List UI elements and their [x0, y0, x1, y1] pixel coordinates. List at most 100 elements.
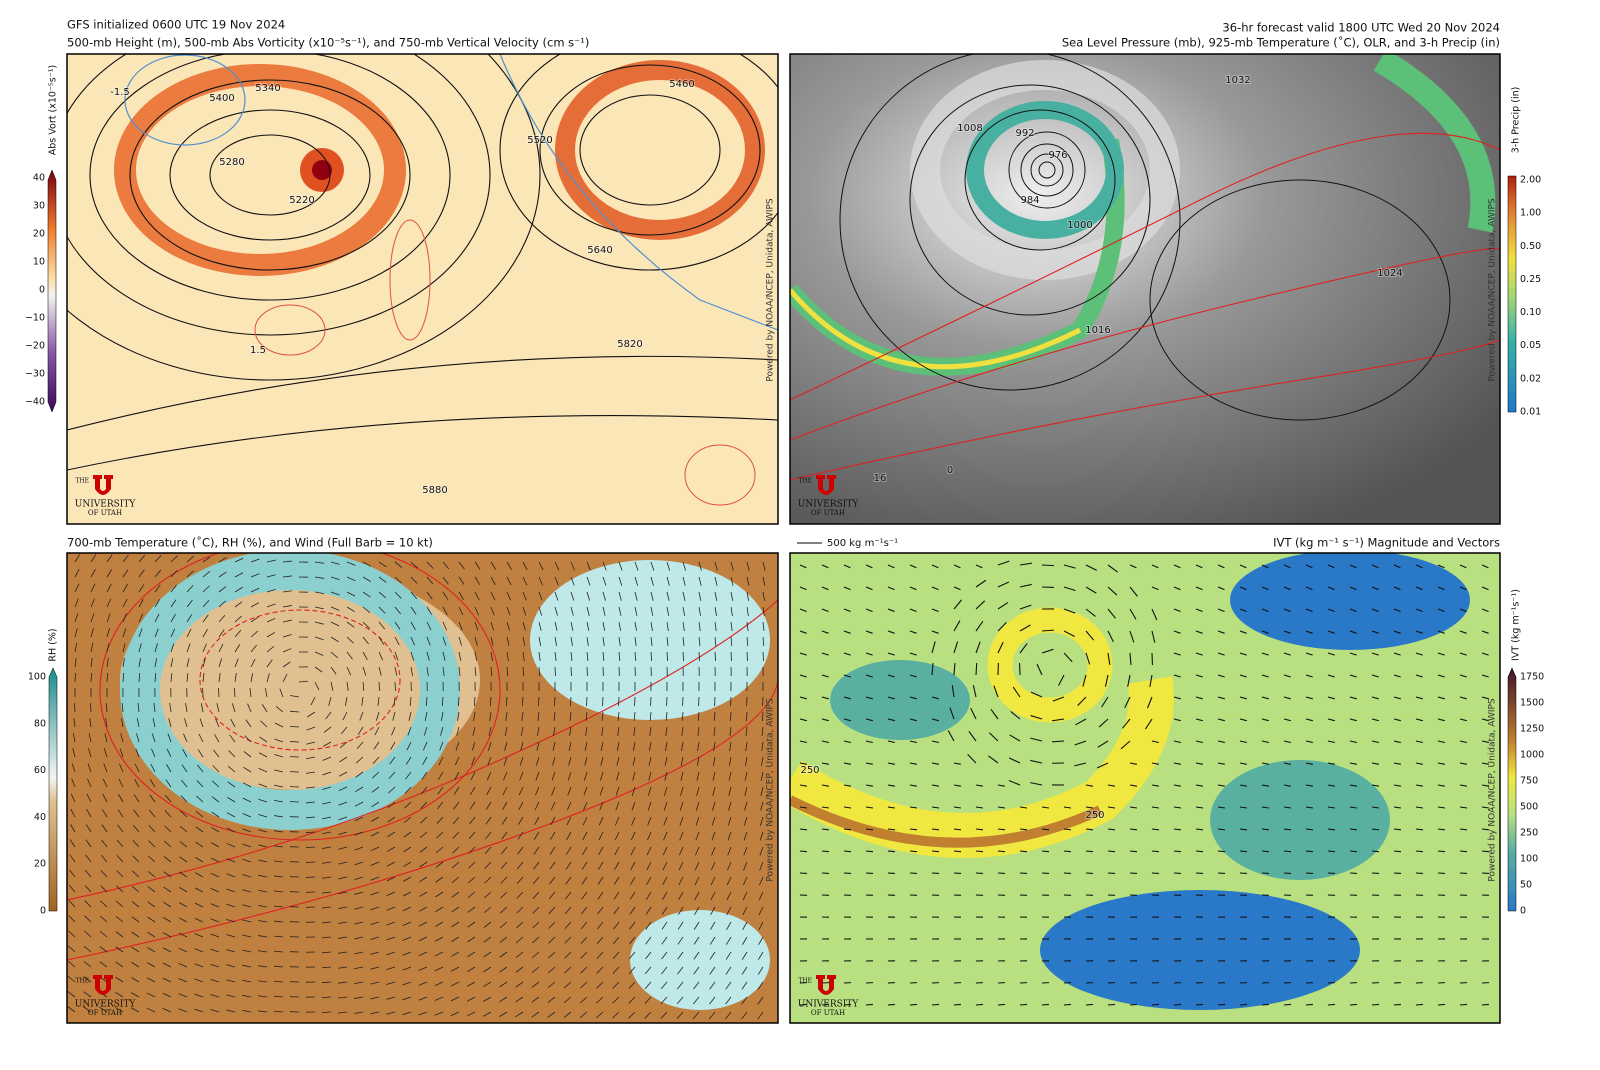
contour-label: 1000 — [1067, 220, 1092, 231]
vector-key: 500 kg m⁻¹s⁻¹ — [827, 538, 898, 549]
ivt-vector — [1042, 1004, 1049, 1005]
ivt-vector — [1284, 1004, 1291, 1005]
colorbar-tick-label: 40 — [34, 812, 46, 823]
colorbar-tick-label: 0.01 — [1520, 407, 1541, 418]
wind-barb — [506, 697, 507, 706]
wind-barb — [218, 688, 219, 697]
colorbar-tick-label: 0.02 — [1520, 373, 1541, 384]
ivt-vector — [1086, 851, 1093, 852]
ivt-vector — [1438, 851, 1445, 852]
wind-barb — [522, 697, 523, 706]
logo-text: OF UTAH — [811, 509, 845, 517]
colorbar-tick-label: 0.05 — [1520, 340, 1541, 351]
ivt-vector — [910, 1004, 917, 1005]
ivt-vector — [1416, 1004, 1423, 1005]
contour-label: 0 — [947, 465, 953, 476]
colorbar-tick-label: 1.00 — [1520, 208, 1541, 219]
ivt-vector — [1460, 851, 1467, 852]
ivt-vector — [1262, 1004, 1269, 1005]
ivt-vector — [998, 851, 1005, 852]
ivt-vector — [1108, 1004, 1115, 1005]
ivt-vector — [1218, 1004, 1225, 1005]
ivt-vector — [844, 851, 851, 852]
contour-label: 5460 — [669, 79, 694, 90]
colorbar-tick-label: 1000 — [1520, 750, 1544, 761]
ivt-vector — [1052, 741, 1064, 742]
ivt-vector — [1372, 851, 1379, 852]
ivt-vector — [1240, 1004, 1247, 1005]
ivt-vector — [976, 1004, 983, 1005]
wind-barb — [747, 652, 748, 661]
logo-text: THE — [798, 978, 812, 985]
colorbar-tick-label: 250 — [1520, 828, 1538, 839]
ivt-vector — [866, 851, 873, 852]
ivt-vector — [998, 1004, 1005, 1005]
colorbar-tick-label: −40 — [25, 397, 45, 408]
contour-label: 1008 — [957, 123, 982, 134]
colorbar-tick-label: 500 — [1520, 802, 1538, 813]
logo-text: OF UTAH — [88, 509, 122, 517]
ivt-vector — [1482, 1004, 1489, 1005]
credit: Powered by NOAA/NCEP, Unidata, AWIPS — [766, 198, 776, 382]
credit: Powered by NOAA/NCEP, Unidata, AWIPS — [1488, 198, 1498, 382]
ivt-vector — [1152, 1004, 1159, 1005]
ivt-vector — [800, 851, 807, 852]
credit: Powered by NOAA/NCEP, Unidata, AWIPS — [1488, 698, 1498, 882]
ivt-vector — [822, 851, 829, 852]
contour-label: -1.5 — [110, 87, 130, 98]
ivt-vector — [1218, 851, 1225, 852]
contour-label: 5400 — [209, 93, 234, 104]
ivt-vector — [976, 851, 983, 852]
ivt-vector — [932, 1004, 939, 1005]
logo-text: THE — [75, 478, 89, 485]
ivt-vector — [1108, 851, 1115, 852]
colorbar-tick-label: −10 — [25, 313, 45, 324]
colorbar-tick-label: 20 — [34, 859, 46, 870]
panel-title: Sea Level Pressure (mb), 925-mb Temperat… — [1062, 35, 1500, 50]
ivt-vector — [1130, 851, 1137, 852]
contour-label: 5280 — [219, 157, 244, 168]
map-slp — [790, 50, 1508, 524]
ivt-vector — [1394, 851, 1401, 852]
ivt-vector — [1372, 1004, 1379, 1005]
ivt-vector — [1416, 851, 1423, 852]
ivt-vector — [1350, 851, 1357, 852]
contour-label: 1016 — [1085, 325, 1110, 336]
panel-title: 700-mb Temperature (˚C), RH (%), and Win… — [67, 535, 433, 550]
colorbar-tick-label: 60 — [34, 765, 46, 776]
contour-label: 250 — [1085, 810, 1104, 821]
colorbar-tick-label: 0.50 — [1520, 241, 1541, 252]
ivt-vector — [1262, 851, 1269, 852]
colorbar-tick-label: 0 — [40, 906, 46, 917]
ivt-vector — [1328, 851, 1335, 852]
contour-label: 5820 — [617, 339, 642, 350]
colorbar-tick-label: 50 — [1520, 880, 1532, 891]
ivt-vector — [1020, 851, 1027, 852]
logo-text: THE — [798, 478, 812, 485]
colorbar-tick-label: 80 — [34, 718, 46, 729]
logo-text: UNIVERSITY — [798, 1000, 860, 1010]
ivt-vector — [1350, 1004, 1357, 1005]
contour-label: 1024 — [1377, 268, 1402, 279]
ivt-vector — [910, 851, 917, 852]
ivt-vector — [932, 851, 939, 852]
logo-text: OF UTAH — [811, 1009, 845, 1017]
ivt-vector — [1130, 1004, 1137, 1005]
contour-label: 1032 — [1225, 75, 1250, 86]
contour-label: 5220 — [289, 195, 314, 206]
ivt-vector — [954, 851, 961, 852]
map-ivt — [790, 550, 1500, 1023]
logo-text: UNIVERSITY — [798, 500, 860, 510]
ivt-vector — [1020, 1004, 1027, 1005]
colorbar-tick-label: 30 — [33, 201, 45, 212]
logo-text: THE — [75, 978, 89, 985]
contour-label: 5640 — [587, 245, 612, 256]
colorbar-tick-label: −20 — [25, 341, 45, 352]
ivt-vector — [1086, 1004, 1093, 1005]
map-rh — [67, 540, 778, 1023]
contour-label: 250 — [800, 765, 819, 776]
ivt-vector — [1394, 1004, 1401, 1005]
ivt-vector — [866, 1004, 873, 1005]
colorbar-tick-label: 0.25 — [1520, 274, 1541, 285]
